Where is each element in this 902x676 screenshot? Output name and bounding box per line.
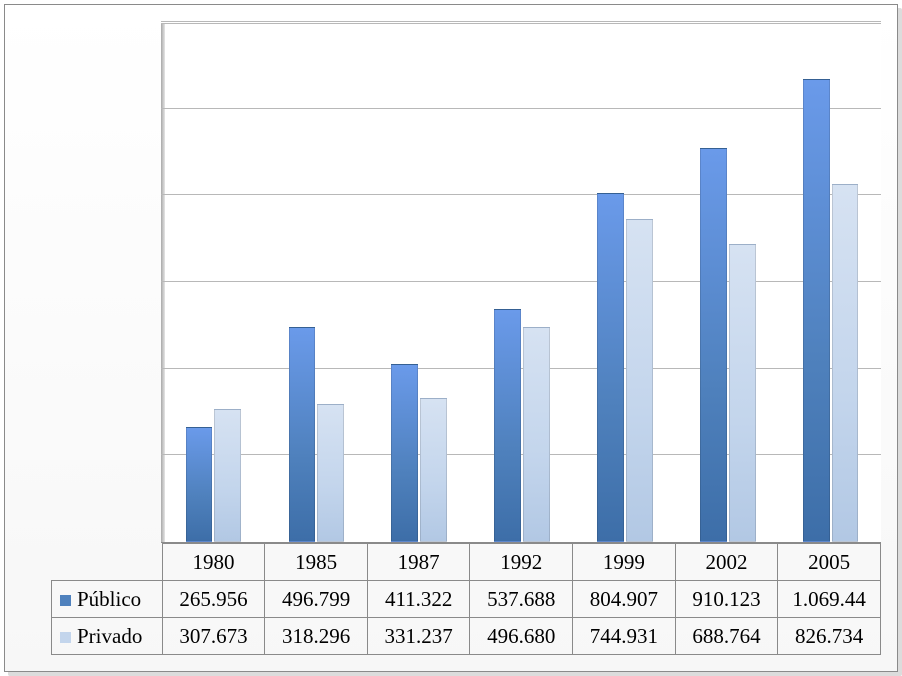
bar-publico (186, 427, 213, 542)
bar-privado (626, 219, 653, 542)
series-label: Público (77, 587, 141, 611)
table-cell: 537.688 (470, 581, 573, 618)
bar-publico (700, 148, 727, 542)
bar-publico (289, 327, 316, 542)
bar-publico (803, 79, 830, 542)
table-cell-value: 804.907 (590, 587, 658, 611)
bar-group (264, 24, 367, 542)
data-table: 1980 1985 1987 1992 1999 2002 2005 Público 265.9… (51, 543, 881, 655)
table-cell: 265.956 (162, 581, 265, 618)
table-cell: 744.931 (573, 618, 676, 655)
bar-publico (597, 193, 624, 542)
bar-group (778, 24, 881, 542)
table-col-header: 1992 (470, 544, 573, 581)
publico-legend-swatch (60, 595, 71, 606)
table-col-header: 1987 (367, 544, 470, 581)
table-cell: 910.123 (675, 581, 778, 618)
bar-privado (420, 398, 447, 542)
table-col-header: 1985 (265, 544, 368, 581)
table-row: Privado 307.673 318.296 331.237 496.680 744.9… (52, 618, 881, 655)
bar-group (572, 24, 675, 542)
table-col-header: 1980 (162, 544, 265, 581)
table-cell: 411.322 (367, 581, 470, 618)
table-cell-value: 318.296 (282, 624, 350, 648)
bar-publico (494, 309, 521, 542)
table-col-header: 1999 (573, 544, 676, 581)
table-cell: 804.907 (573, 581, 676, 618)
bar-privado (729, 244, 756, 542)
bar-privado (523, 327, 550, 542)
table-cell: 1.069.44 (778, 581, 881, 618)
table-cell: 688.764 (675, 618, 778, 655)
table-row-header: Privado (52, 618, 163, 655)
bar-privado (317, 404, 344, 542)
table-cell: 496.680 (470, 618, 573, 655)
table-col-header: 2005 (778, 544, 881, 581)
table-row-header: Público (52, 581, 163, 618)
category-label: 1987 (398, 550, 440, 574)
series-label: Privado (77, 624, 142, 648)
table-cell-value: 1.069.44 (792, 587, 866, 611)
gridline (161, 21, 881, 22)
table-cell-value: 826.734 (795, 624, 863, 648)
plot-area (161, 23, 881, 543)
table-cell-value: 265.956 (179, 587, 247, 611)
table-cell-value: 744.931 (590, 624, 658, 648)
table-cell: 318.296 (265, 618, 368, 655)
privado-legend-swatch (60, 632, 71, 643)
bar-privado (214, 409, 241, 542)
bar-group (470, 24, 573, 542)
table-cell-value: 411.322 (385, 587, 452, 611)
category-label: 2005 (808, 550, 850, 574)
table-cell: 826.734 (778, 618, 881, 655)
bar-privado (832, 184, 859, 542)
table-cell: 496.799 (265, 581, 368, 618)
table-cell-value: 331.237 (385, 624, 453, 648)
table-header-row: 1980 1985 1987 1992 1999 2002 2005 (52, 544, 881, 581)
table-cell-value: 307.673 (179, 624, 247, 648)
category-label: 1985 (295, 550, 337, 574)
table-cell-value: 537.688 (487, 587, 555, 611)
table-cell-value: 688.764 (692, 624, 760, 648)
category-label: 1980 (192, 550, 234, 574)
bars-container (161, 24, 881, 542)
bar-group (161, 24, 264, 542)
table-cell-value: 496.799 (282, 587, 350, 611)
table-col-header: 2002 (675, 544, 778, 581)
bar-group (675, 24, 778, 542)
chart-panel: 1980 1985 1987 1992 1999 2002 2005 Público 265.9… (4, 4, 898, 672)
table-row: Público 265.956 496.799 411.322 537.688 804.9… (52, 581, 881, 618)
table-cell-value: 496.680 (487, 624, 555, 648)
bar-group (367, 24, 470, 542)
category-label: 2002 (706, 550, 748, 574)
chart-frame: 1980 1985 1987 1992 1999 2002 2005 Público 265.9… (0, 0, 902, 676)
table-corner-cell (52, 544, 163, 581)
table-cell: 331.237 (367, 618, 470, 655)
category-label: 1999 (603, 550, 645, 574)
table-cell-value: 910.123 (692, 587, 760, 611)
table-cell: 307.673 (162, 618, 265, 655)
category-label: 1992 (500, 550, 542, 574)
bar-publico (391, 364, 418, 542)
